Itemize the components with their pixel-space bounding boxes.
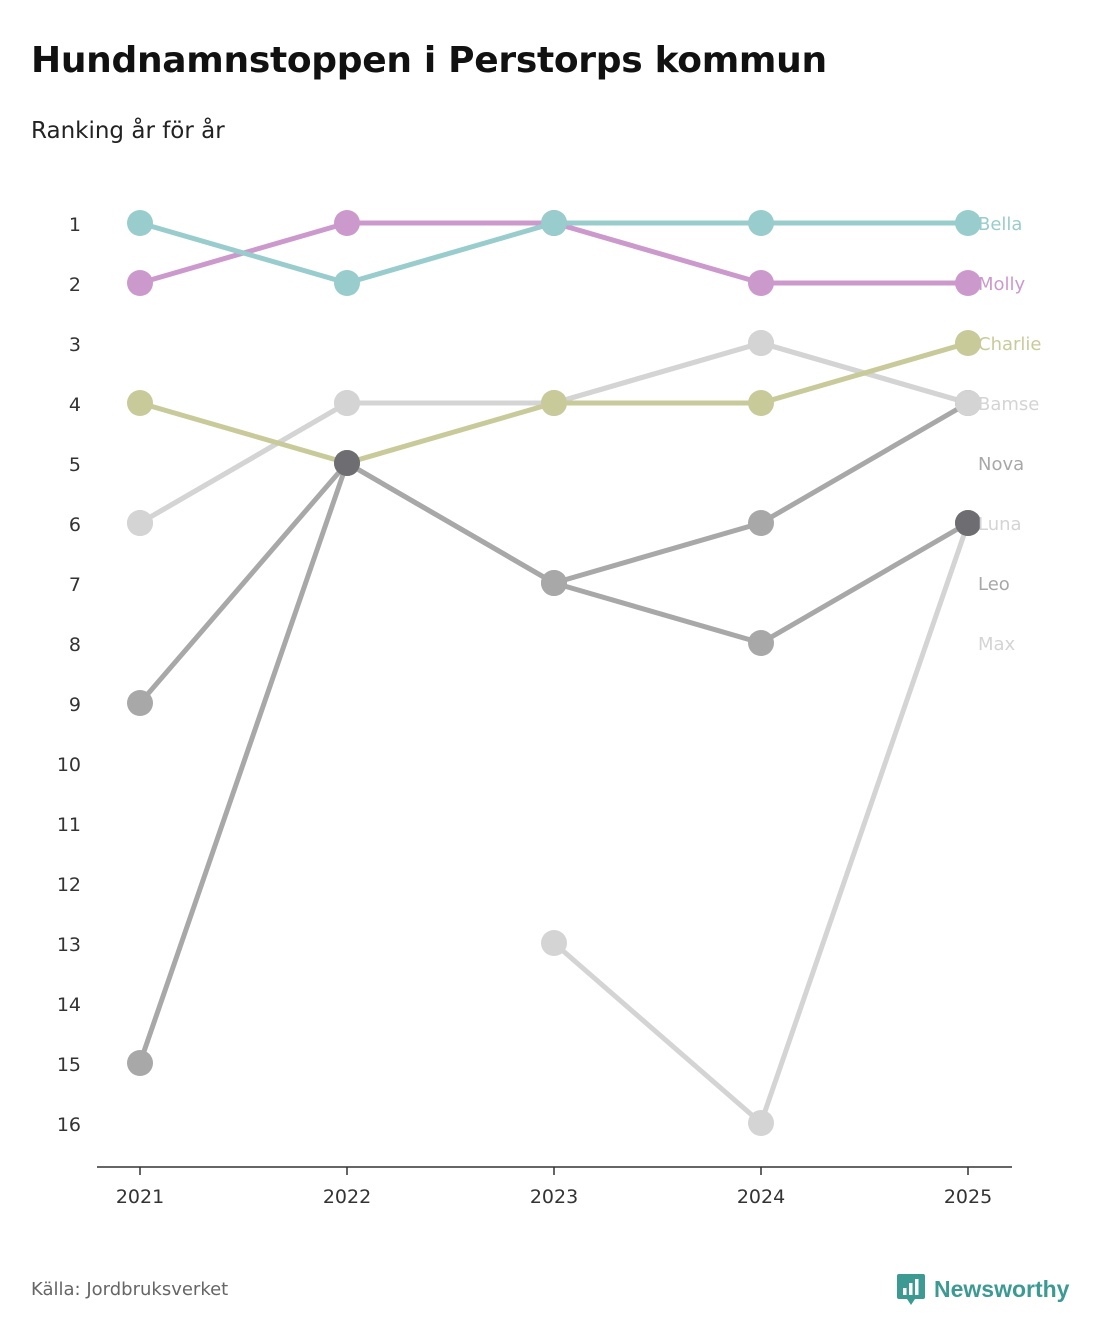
point-bella-2022 xyxy=(334,270,360,296)
series-line-max xyxy=(551,520,971,1126)
point-bamse-2024 xyxy=(748,330,774,356)
point-bella-2023 xyxy=(541,210,567,236)
point-bamse-2021 xyxy=(127,510,153,536)
point-nova-2023 xyxy=(541,570,567,596)
x-tick-label-2022: 2022 xyxy=(323,1186,371,1208)
point-nova-2024 xyxy=(748,510,774,536)
legend-label-molly: Molly xyxy=(978,274,1026,295)
point-leo-2021 xyxy=(127,690,153,716)
brand-logo: Newsworthy xyxy=(896,1272,1069,1306)
y-tick-label-12: 12 xyxy=(57,874,81,896)
y-tick-label-13: 13 xyxy=(57,934,81,956)
series-line-luna xyxy=(137,340,971,526)
x-tick-label-2021: 2021 xyxy=(116,1186,164,1208)
chart-subtitle: Ranking år för år xyxy=(31,118,225,144)
chart-title: Hundnamnstoppen i Perstorps kommun xyxy=(31,40,827,81)
y-tick-label-11: 11 xyxy=(57,814,81,836)
series-line-bamse xyxy=(137,340,971,526)
point-molly-2021 xyxy=(127,270,153,296)
point-max-2024 xyxy=(748,1110,774,1136)
point-charlie-2023 xyxy=(541,390,567,416)
point-bamse-2025 xyxy=(955,390,981,416)
source-note: Källa: Jordbruksverket xyxy=(31,1279,229,1300)
point-bella-2021 xyxy=(127,210,153,236)
y-tick-label-4: 4 xyxy=(69,394,81,416)
point-molly-2024 xyxy=(748,270,774,296)
y-tick-label-15: 15 xyxy=(57,1054,81,1076)
y-tick-label-8: 8 xyxy=(69,634,81,656)
legend-label-luna: Luna xyxy=(978,514,1022,535)
y-tick-label-2: 2 xyxy=(69,274,81,296)
brand-name: Newsworthy xyxy=(934,1275,1070,1302)
y-tick-label-3: 3 xyxy=(69,334,81,356)
point-molly-2022 xyxy=(334,210,360,236)
y-tick-label-7: 7 xyxy=(69,574,81,596)
newsworthy-logo-icon xyxy=(897,1274,925,1305)
point-leo-2024 xyxy=(748,630,774,656)
series-line-nova xyxy=(137,400,971,1066)
legend-label-bamse: Bamse xyxy=(978,394,1039,415)
x-tick-label-2025: 2025 xyxy=(944,1186,992,1208)
y-tick-label-9: 9 xyxy=(69,694,81,716)
legend-label-bella: Bella xyxy=(978,214,1022,235)
y-tick-label-14: 14 xyxy=(57,994,81,1016)
point-bella-2024 xyxy=(748,210,774,236)
point-molly-2025 xyxy=(955,270,981,296)
point-bella-2025 xyxy=(955,210,981,236)
y-tick-label-6: 6 xyxy=(69,514,81,536)
y-tick-label-1: 1 xyxy=(69,214,81,236)
point-charlie-2024 xyxy=(748,390,774,416)
y-tick-label-16: 16 xyxy=(57,1114,81,1136)
point-charlie-2021 xyxy=(127,390,153,416)
point-max-2023 xyxy=(541,930,567,956)
y-tick-label-5: 5 xyxy=(69,454,81,476)
point-charlie-2025 xyxy=(955,330,981,356)
legend-label-charlie: Charlie xyxy=(978,334,1041,355)
legend-label-nova: Nova xyxy=(978,454,1024,475)
x-tick-label-2023: 2023 xyxy=(530,1186,578,1208)
y-tick-label-10: 10 xyxy=(57,754,81,776)
point-bamse-2022 xyxy=(334,390,360,416)
x-tick-label-2024: 2024 xyxy=(737,1186,785,1208)
highlight-point-2025-6 xyxy=(955,510,981,536)
legend-label-max: Max xyxy=(978,634,1016,655)
highlight-point-2022-5 xyxy=(334,450,360,476)
legend-label-leo: Leo xyxy=(978,574,1010,595)
point-nova-2021 xyxy=(127,1050,153,1076)
